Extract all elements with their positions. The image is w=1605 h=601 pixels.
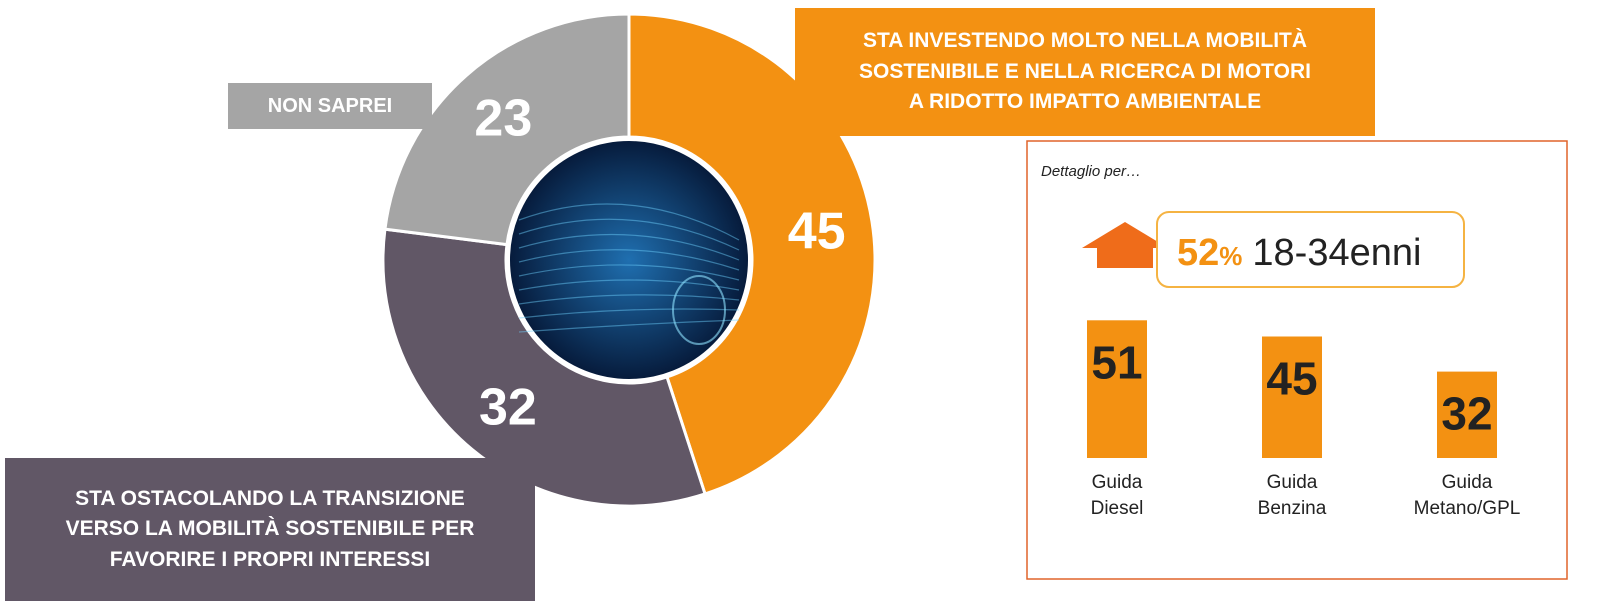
decor-line — [518, 218, 740, 251]
callout-label: STA OSTACOLANDO LA TRANSIZIONE VERSO LA … — [5, 458, 535, 601]
value-label: 32 — [1441, 388, 1492, 440]
x-tick-label: Guida Benzina — [1257, 472, 1327, 519]
value-label: 45 — [1266, 353, 1317, 405]
up-arrow — [1082, 222, 1168, 268]
value-label: 32 — [479, 378, 537, 436]
panel-title: Dettaglio per… — [1041, 163, 1141, 180]
decor-wheel — [672, 275, 726, 345]
decor-line — [518, 264, 740, 281]
x-tick-label: Guida Metano/GPL — [1413, 472, 1521, 519]
callout-label: STA INVESTENDO MOLTO NELLA MOBILITÀ SOST… — [795, 8, 1375, 136]
decor-line — [518, 203, 740, 241]
decor-line — [518, 294, 740, 305]
bar — [1087, 320, 1147, 458]
highlight-unit: % — [1219, 241, 1242, 271]
highlight-text: 52% 18-34enni — [1177, 232, 1421, 274]
decor-line — [518, 319, 740, 333]
bar — [1262, 336, 1322, 458]
callout-label: NON SAPREI — [228, 83, 432, 129]
bar — [1437, 371, 1497, 458]
x-tick-label: Guida Diesel — [1090, 472, 1144, 519]
value-label: 45 — [788, 202, 846, 260]
decor-line — [518, 308, 740, 319]
highlight-value: 52 — [1177, 232, 1219, 274]
center-image — [506, 137, 752, 383]
highlight-label: 18-34enni — [1252, 232, 1421, 274]
value-label: 23 — [474, 89, 532, 147]
decor-line — [518, 233, 740, 261]
decor-line — [518, 249, 740, 271]
highlight-box — [1156, 211, 1465, 288]
value-label: 51 — [1091, 336, 1142, 388]
decor-line — [518, 279, 740, 291]
